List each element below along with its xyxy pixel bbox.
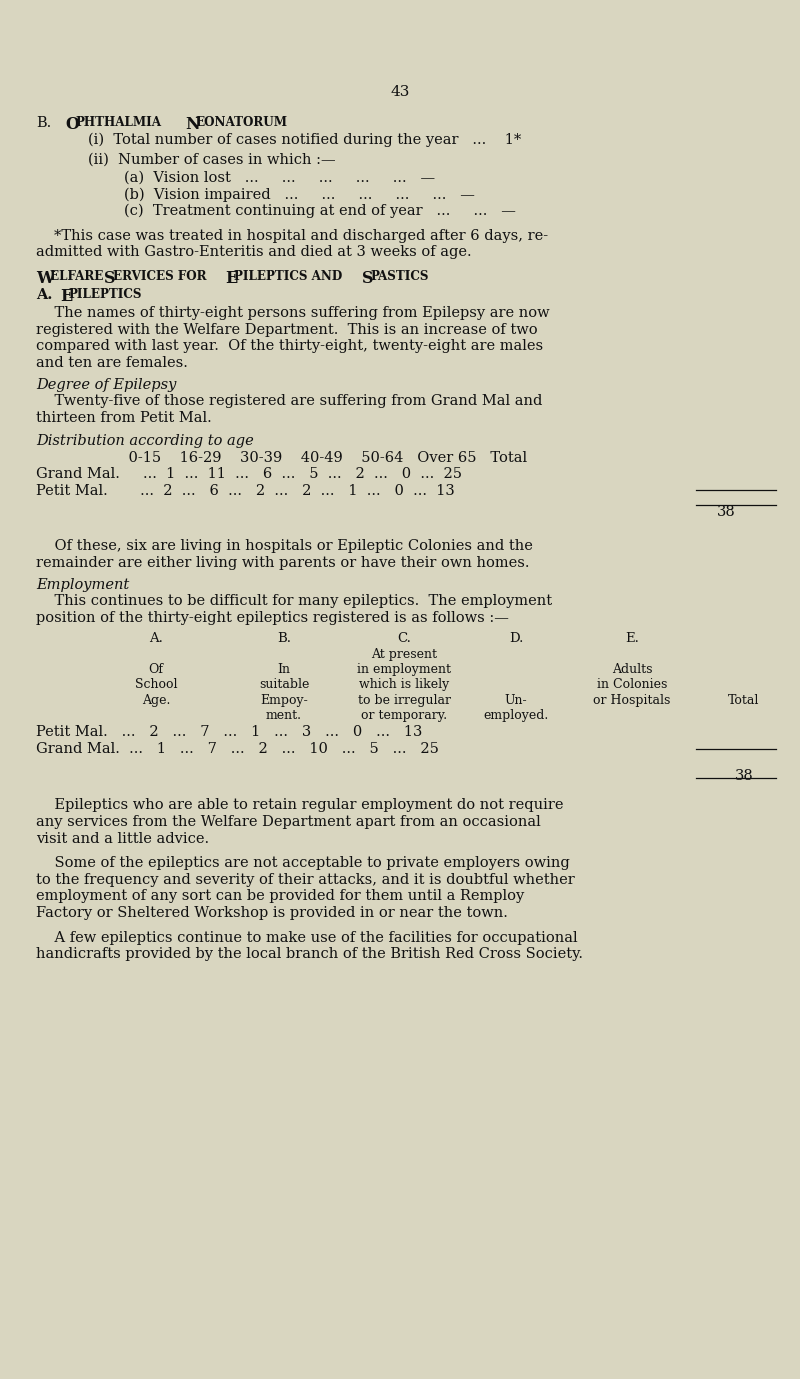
Text: visit and a little advice.: visit and a little advice.: [36, 832, 209, 845]
Text: compared with last year.  Of the thirty-eight, twenty-eight are males: compared with last year. Of the thirty-e…: [36, 339, 543, 353]
Text: Total: Total: [728, 694, 760, 706]
Text: ment.: ment.: [266, 709, 302, 721]
Text: Empoy-: Empoy-: [260, 694, 308, 706]
Text: registered with the Welfare Department.  This is an increase of two: registered with the Welfare Department. …: [36, 323, 538, 336]
Text: Some of the epileptics are not acceptable to private employers owing: Some of the epileptics are not acceptabl…: [36, 856, 570, 870]
Text: The names of thirty-eight persons suffering from Epilepsy are now: The names of thirty-eight persons suffer…: [36, 306, 550, 320]
Text: thirteen from Petit Mal.: thirteen from Petit Mal.: [36, 411, 212, 425]
Text: A.: A.: [36, 288, 52, 302]
Text: S: S: [104, 270, 115, 287]
Text: 0-15    16-29    30-39    40-49    50-64   Over 65   Total: 0-15 16-29 30-39 40-49 50-64 Over 65 Tot…: [36, 451, 527, 465]
Text: PILEPTICS AND: PILEPTICS AND: [234, 270, 346, 283]
Text: *This case was treated in hospital and discharged after 6 days, re-: *This case was treated in hospital and d…: [54, 229, 549, 243]
Text: W: W: [36, 270, 54, 287]
Text: This continues to be difficult for many epileptics.  The employment: This continues to be difficult for many …: [36, 594, 552, 608]
Text: ELFARE: ELFARE: [50, 270, 107, 283]
Text: B.: B.: [36, 116, 51, 130]
Text: to be irregular: to be irregular: [358, 694, 450, 706]
Text: Distribution according to age: Distribution according to age: [36, 434, 254, 448]
Text: EONATORUM: EONATORUM: [195, 116, 287, 128]
Text: suitable: suitable: [259, 678, 309, 691]
Text: admitted with Gastro-Enteritis and died at 3 weeks of age.: admitted with Gastro-Enteritis and died …: [36, 245, 472, 259]
Text: any services from the Welfare Department apart from an occasional: any services from the Welfare Department…: [36, 815, 541, 829]
Text: employment of any sort can be provided for them until a Remploy: employment of any sort can be provided f…: [36, 889, 524, 903]
Text: Grand Mal.     ...  1  ...  11  ...   6  ...   5  ...   2  ...   0  ...  25: Grand Mal. ... 1 ... 11 ... 6 ... 5 ... …: [36, 467, 462, 481]
Text: Of: Of: [149, 663, 163, 676]
Text: handicrafts provided by the local branch of the British Red Cross Society.: handicrafts provided by the local branch…: [36, 947, 583, 961]
Text: PHTHALMIA: PHTHALMIA: [76, 116, 162, 128]
Text: position of the thirty-eight epileptics registered is as follows :—: position of the thirty-eight epileptics …: [36, 611, 509, 625]
Text: Petit Mal.       ...  2  ...   6  ...   2  ...   2  ...   1  ...   0  ...  13: Petit Mal. ... 2 ... 6 ... 2 ... 2 ... 1…: [36, 484, 454, 498]
Text: which is likely: which is likely: [359, 678, 449, 691]
Text: Employment: Employment: [36, 578, 130, 592]
Text: Of these, six are living in hospitals or Epileptic Colonies and the: Of these, six are living in hospitals or…: [36, 539, 533, 553]
Text: remainder are either living with parents or have their own homes.: remainder are either living with parents…: [36, 556, 530, 570]
Text: Factory or Sheltered Workshop is provided in or near the town.: Factory or Sheltered Workshop is provide…: [36, 906, 508, 920]
Text: ERVICES FOR: ERVICES FOR: [113, 270, 210, 283]
Text: Petit Mal.   ...   2   ...   7   ...   1   ...   3   ...   0   ...   13: Petit Mal. ... 2 ... 7 ... 1 ... 3 ... 0…: [36, 725, 422, 739]
Text: School: School: [134, 678, 178, 691]
Text: 38: 38: [717, 505, 736, 519]
Text: in Colonies: in Colonies: [597, 678, 667, 691]
Text: (i)  Total number of cases notified during the year   ...    1*: (i) Total number of cases notified durin…: [88, 132, 522, 146]
Text: to the frequency and severity of their attacks, and it is doubtful whether: to the frequency and severity of their a…: [36, 873, 574, 887]
Text: Degree of Epilepsy: Degree of Epilepsy: [36, 378, 176, 392]
Text: (c)  Treatment continuing at end of year   ...     ...   —: (c) Treatment continuing at end of year …: [124, 204, 516, 218]
Text: E: E: [60, 288, 72, 305]
Text: S: S: [362, 270, 373, 287]
Text: Grand Mal.  ...   1   ...   7   ...   2   ...   10   ...   5   ...   25: Grand Mal. ... 1 ... 7 ... 2 ... 10 ... …: [36, 742, 439, 756]
Text: Twenty-five of those registered are suffering from Grand Mal and: Twenty-five of those registered are suff…: [36, 394, 542, 408]
Text: (b)  Vision impaired   ...     ...     ...     ...     ...   —: (b) Vision impaired ... ... ... ... ... …: [124, 188, 475, 201]
Text: Age.: Age.: [142, 694, 170, 706]
Text: and ten are females.: and ten are females.: [36, 356, 188, 370]
Text: E: E: [226, 270, 238, 287]
Text: in employment: in employment: [357, 663, 451, 676]
Text: or Hospitals: or Hospitals: [594, 694, 670, 706]
Text: Adults: Adults: [612, 663, 652, 676]
Text: A.: A.: [149, 632, 163, 644]
Text: In: In: [278, 663, 290, 676]
Text: B.: B.: [277, 632, 291, 644]
Text: C.: C.: [397, 632, 411, 644]
Text: O: O: [66, 116, 80, 132]
Text: or temporary.: or temporary.: [361, 709, 447, 721]
Text: (a)  Vision lost   ...     ...     ...     ...     ...   —: (a) Vision lost ... ... ... ... ... —: [124, 171, 435, 185]
Text: PILEPTICS: PILEPTICS: [69, 288, 142, 301]
Text: 43: 43: [390, 85, 410, 99]
Text: employed.: employed.: [483, 709, 549, 721]
Text: E.: E.: [625, 632, 639, 644]
Text: N: N: [186, 116, 200, 132]
Text: Epileptics who are able to retain regular employment do not require: Epileptics who are able to retain regula…: [36, 798, 563, 812]
Text: (ii)  Number of cases in which :—: (ii) Number of cases in which :—: [88, 153, 336, 167]
Text: A few epileptics continue to make use of the facilities for occupational: A few epileptics continue to make use of…: [36, 931, 578, 945]
Text: At present: At present: [371, 648, 437, 661]
Text: Un-: Un-: [505, 694, 527, 706]
Text: PASTICS: PASTICS: [370, 270, 429, 283]
Text: 38: 38: [734, 769, 754, 783]
Text: D.: D.: [509, 632, 523, 644]
